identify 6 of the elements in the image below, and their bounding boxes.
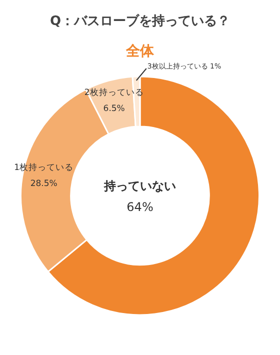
data-label: 64% <box>126 200 154 214</box>
data-label: 28.5% <box>30 178 58 189</box>
slice-label: 持っていない <box>103 178 176 193</box>
chart-title: Q：バスローブを持っている？ <box>50 13 230 30</box>
data-label: 6.5% <box>103 104 125 114</box>
chart-subtitle: 全体 <box>125 44 155 60</box>
